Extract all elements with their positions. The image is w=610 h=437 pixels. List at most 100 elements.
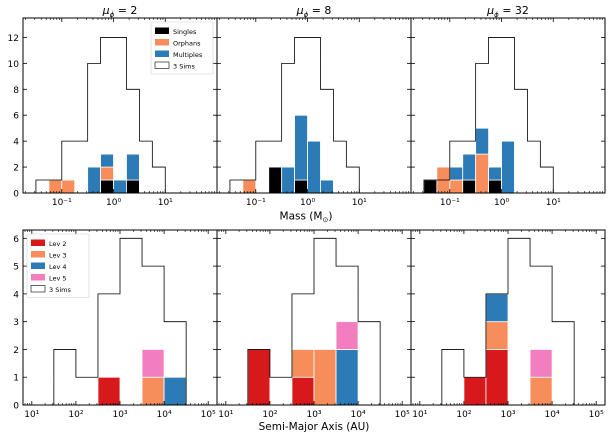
- x-tick-label: 10¹: [412, 410, 427, 420]
- y-tick-label: 6: [13, 112, 19, 122]
- legend-label: 3 Sims: [173, 63, 195, 71]
- bar-lev-2: [485, 349, 509, 406]
- panel-title: μϕ = 32: [486, 4, 529, 19]
- x-tick-label: 10⁵: [395, 410, 410, 420]
- bar-lev-3: [529, 376, 553, 406]
- bar-orphans: [100, 166, 114, 181]
- bar-lev-2: [97, 376, 121, 406]
- bar-lev-5: [141, 349, 165, 378]
- bar-lev-5: [335, 321, 359, 350]
- y-tick-label: 0: [13, 402, 19, 412]
- bar-lev-5: [529, 349, 553, 378]
- legend-swatch: [30, 285, 46, 293]
- legend-label: Orphans: [173, 40, 201, 48]
- panel-mass-mu2: 0 2 4 6 8 10 12 10⁻¹ 10⁰ 10¹ μϕ = 2 Singles Orphans M…: [8, 4, 218, 208]
- legend-label: Multiples: [173, 51, 203, 59]
- x-tick-label: 10⁰: [494, 198, 509, 208]
- x-tick-label: 10⁻¹: [52, 198, 72, 208]
- legend: Singles Orphans Multiples 3 Sims: [150, 21, 214, 75]
- bar-multiples: [320, 179, 334, 194]
- bar-multiples: [488, 166, 502, 181]
- bar-singles: [100, 179, 114, 194]
- bar-lev-2: [291, 376, 315, 406]
- x-tick-label: 10²: [456, 410, 471, 420]
- legend-swatch: [31, 262, 45, 269]
- legend-swatch: [154, 61, 170, 69]
- outline-3-sims: [225, 237, 403, 406]
- x-tick-label: 10⁻¹: [440, 198, 460, 208]
- outline-3-sims: [229, 37, 360, 193]
- legend-box: [150, 21, 214, 75]
- legend: Lev 2 Lev 3 Lev 4 Lev 5 3 Sims: [26, 233, 90, 298]
- x-tick-label: 10⁵: [589, 410, 604, 420]
- x-tick-label: 10⁴: [157, 410, 172, 420]
- x-tick-label: 10³: [500, 410, 515, 420]
- legend-swatch: [155, 27, 169, 34]
- x-tick-label: 10⁵: [201, 410, 216, 420]
- y-tick-label: 0: [13, 190, 19, 200]
- bar-orphans: [61, 179, 76, 194]
- bar-lev-3: [291, 349, 315, 378]
- bar-multiples: [100, 153, 114, 168]
- bar-multiples: [113, 179, 127, 194]
- outline-3-sims: [35, 37, 166, 193]
- x-tick-label: 10¹: [218, 410, 233, 420]
- outline-3-sims: [31, 237, 209, 406]
- y-tick-label: 6: [13, 235, 19, 245]
- bar-lev-2: [463, 376, 487, 406]
- legend-swatch: [31, 274, 45, 281]
- bar-lev-4: [335, 349, 359, 406]
- row1-x-axis-label: Mass (M⊙): [280, 211, 333, 225]
- bar-orphans: [475, 153, 489, 194]
- x-tick-label: 10⁰: [106, 198, 121, 208]
- legend-box: [26, 233, 90, 298]
- y-tick-label: 1: [13, 374, 19, 384]
- bar-lev-4: [485, 293, 509, 323]
- legend-label: Lev 5: [49, 275, 67, 283]
- legend-label: Lev 4: [49, 263, 67, 271]
- row2-x-axis-label: Semi-Major Axis (AU): [259, 421, 370, 433]
- y-tick-label: 4: [13, 290, 19, 300]
- legend-label: 3 Sims: [49, 286, 71, 294]
- bar-singles: [126, 179, 140, 194]
- panel-mass-mu8: 10⁻¹ 10⁰ 10¹ μϕ = 8: [216, 4, 412, 208]
- legend-label: Lev 3: [49, 252, 67, 260]
- y-tick-label: 8: [13, 86, 19, 96]
- y-tick-label: 4: [13, 138, 19, 148]
- bar-lev-3: [485, 321, 509, 350]
- x-tick-label: 10⁴: [351, 410, 366, 420]
- y-tick-label: 2: [13, 164, 19, 174]
- bar-lev-3: [313, 349, 337, 406]
- bar-multiples: [87, 166, 101, 194]
- x-tick-label: 10¹: [24, 410, 39, 420]
- bar-singles: [462, 179, 477, 194]
- x-tick-label: 10¹: [158, 198, 173, 208]
- bar-orphans: [48, 179, 63, 194]
- bar-multiples: [475, 127, 489, 155]
- axes-frame: [410, 17, 606, 194]
- outline-3-sims: [419, 237, 597, 406]
- x-tick-label: 10³: [112, 410, 127, 420]
- legend-label: Singles: [173, 28, 197, 36]
- x-tick-label: 10⁰: [300, 198, 315, 208]
- x-tick-label: 10¹: [352, 198, 367, 208]
- legend-swatch: [31, 239, 45, 246]
- bar-orphans: [449, 179, 464, 194]
- y-tick-label: 5: [13, 263, 19, 273]
- x-tick-label: 10¹: [546, 198, 561, 208]
- legend-swatch: [31, 251, 45, 258]
- x-tick-label: 10³: [306, 410, 321, 420]
- x-tick-label: 10²: [262, 410, 277, 420]
- panel-mass-mu32: 10⁻¹ 10⁰ 10¹ μϕ = 32: [410, 4, 606, 208]
- panel-title: μϕ = 2: [102, 4, 138, 19]
- bar-multiples: [294, 114, 308, 181]
- panel-sma-mu8: 10¹ 10² 10³ 10⁴ 10⁵: [216, 229, 412, 420]
- bar-multiples: [501, 140, 515, 194]
- bar-multiples: [449, 166, 464, 181]
- legend-swatch: [155, 50, 169, 57]
- legend-label: Lev 2: [49, 240, 67, 248]
- bar-singles: [268, 166, 283, 194]
- bar-orphans: [242, 179, 257, 194]
